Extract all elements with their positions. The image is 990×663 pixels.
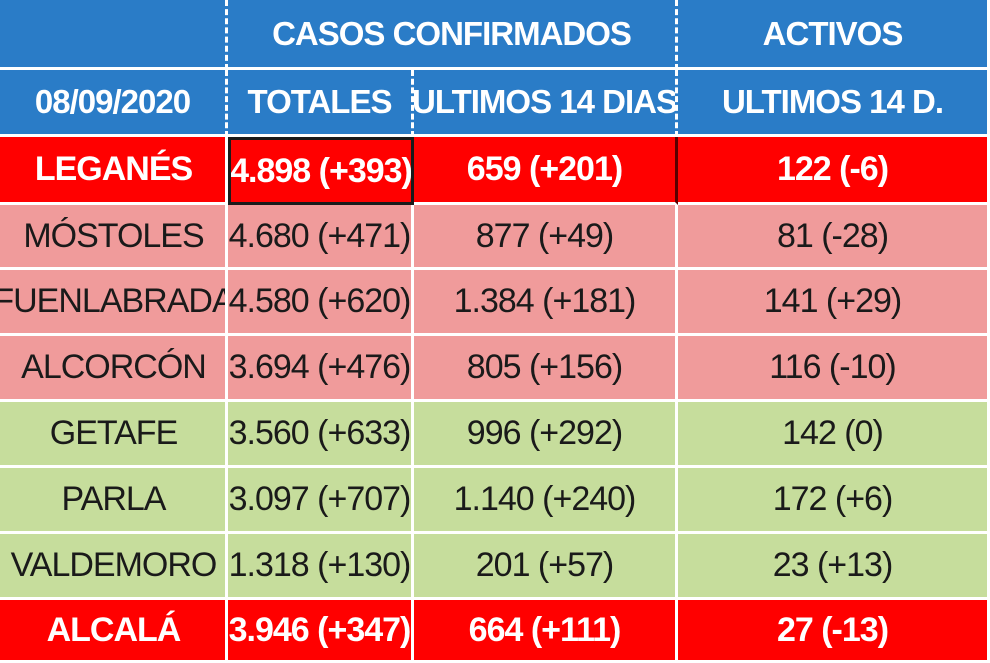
row-city: GETAFE [0, 402, 228, 468]
header-col-ultimos14: ULTIMOS 14 DIAS [414, 70, 678, 137]
header-group-confirmed: CASOS CONFIRMADOS [228, 0, 678, 70]
row-city: MÓSTOLES [0, 205, 228, 270]
row-activos: 141 (+29) [678, 270, 990, 336]
row-ultimos14: 664 (+111) [414, 600, 678, 663]
header-group-active: ACTIVOS [678, 0, 990, 70]
row-ultimos14: 1.384 (+181) [414, 270, 678, 336]
header-col-totales: TOTALES [228, 70, 414, 137]
row-city: LEGANÉS [0, 137, 228, 205]
row-totales: 3.946 (+347) [228, 600, 414, 663]
row-activos: 122 (-6) [678, 137, 990, 205]
row-city: VALDEMORO [0, 534, 228, 600]
row-ultimos14: 996 (+292) [414, 402, 678, 468]
row-ultimos14: 805 (+156) [414, 336, 678, 402]
row-city: FUENLABRADA [0, 270, 228, 336]
row-activos: 27 (-13) [678, 600, 990, 663]
row-city: PARLA [0, 468, 228, 534]
row-totales: 3.560 (+633) [228, 402, 414, 468]
header-date: 08/09/2020 [0, 70, 228, 137]
row-city: ALCALÁ [0, 600, 228, 663]
row-ultimos14: 659 (+201) [414, 137, 678, 205]
row-totales: 1.318 (+130) [228, 534, 414, 600]
row-totales: 3.097 (+707) [228, 468, 414, 534]
row-activos: 142 (0) [678, 402, 990, 468]
row-totales: 4.580 (+620) [228, 270, 414, 336]
row-ultimos14: 877 (+49) [414, 205, 678, 270]
row-activos: 172 (+6) [678, 468, 990, 534]
row-activos: 23 (+13) [678, 534, 990, 600]
row-activos: 116 (-10) [678, 336, 990, 402]
row-totales: 4.898 (+393) [228, 137, 414, 205]
row-activos: 81 (-28) [678, 205, 990, 270]
header-corner [0, 0, 228, 70]
row-city: ALCORCÓN [0, 336, 228, 402]
row-totales: 4.680 (+471) [228, 205, 414, 270]
row-ultimos14: 1.140 (+240) [414, 468, 678, 534]
row-ultimos14: 201 (+57) [414, 534, 678, 600]
row-totales: 3.694 (+476) [228, 336, 414, 402]
header-col-activos14: ULTIMOS 14 D. [678, 70, 990, 137]
